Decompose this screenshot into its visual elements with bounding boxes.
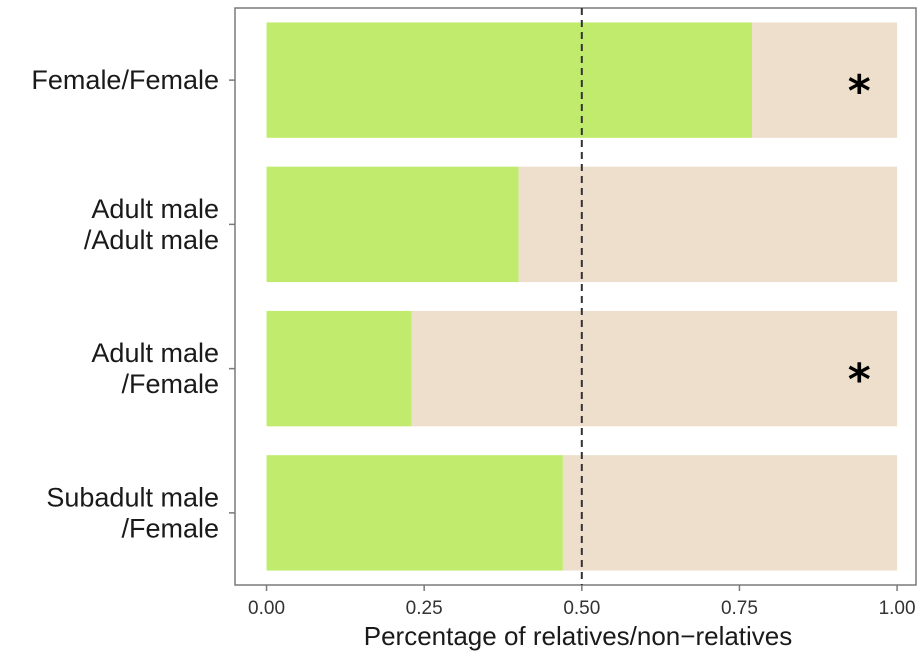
x-tick-label: 0.25 — [406, 598, 443, 619]
y-tick-label: Subadult male/Female — [46, 482, 219, 543]
bar-segment-1-row-3 — [266, 310, 412, 427]
x-axis-title: Percentage of relatives/non−relatives — [364, 621, 793, 651]
bar-segment-2-row-3 — [411, 310, 898, 427]
y-axis: Female/Female Adult male/Adult male Adult … — [31, 65, 235, 543]
bar-segment-1-row-4 — [266, 455, 563, 571]
annotations-group: ** — [848, 66, 871, 406]
x-tick-label: 0.50 — [563, 598, 600, 619]
y-tick-label: Adult male/Adult male — [84, 194, 219, 255]
y-tick-label: Female/Female — [31, 65, 219, 95]
x-tick-label: 1.00 — [879, 598, 916, 619]
bar-segment-1-row-2 — [266, 166, 519, 283]
x-tick-label: 0.00 — [248, 598, 285, 619]
bar-segment-1-row-1 — [266, 22, 753, 138]
significance-marker: * — [848, 66, 871, 117]
bar-segment-2-row-4 — [562, 455, 898, 571]
x-tick-label: 0.75 — [721, 598, 758, 619]
x-axis: 0.00 0.25 0.50 0.75 1.00 — [248, 585, 916, 619]
bar-segment-2-row-2 — [518, 166, 898, 283]
bar-segment-2-row-1 — [752, 22, 898, 138]
significance-marker: * — [848, 355, 871, 406]
y-tick-label: Adult male/Female — [91, 338, 219, 399]
